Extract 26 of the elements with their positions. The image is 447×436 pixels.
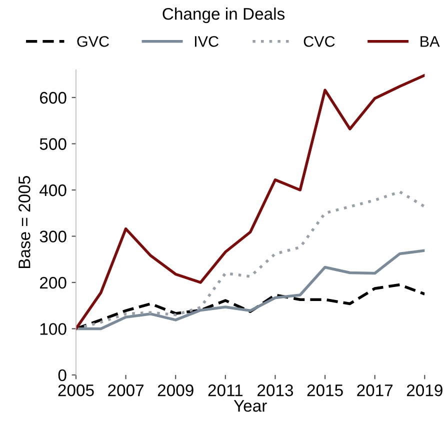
y-tick-label: 500 bbox=[40, 138, 66, 150]
x-tick-label: 2015 bbox=[307, 384, 343, 396]
x-tick-label: 2011 bbox=[208, 384, 243, 396]
y-tick-label: 300 bbox=[40, 230, 66, 242]
x-tick-label: 2013 bbox=[258, 384, 294, 396]
x-tick-label: 2005 bbox=[58, 384, 94, 396]
y-tick-label: 200 bbox=[40, 276, 66, 289]
x-tick-label: 2017 bbox=[357, 384, 393, 396]
legend-label: IVC bbox=[194, 36, 218, 47]
line-series bbox=[76, 190, 425, 330]
legend-label: BA bbox=[420, 36, 440, 47]
x-tick-label: 2009 bbox=[158, 384, 194, 396]
y-tick-label: 100 bbox=[40, 323, 66, 335]
y-tick-label: 400 bbox=[40, 184, 66, 196]
line-series bbox=[76, 74, 425, 330]
x-tick-label: 2019 bbox=[406, 384, 442, 396]
y-tick-label: 0 bbox=[58, 369, 66, 382]
legend-label: CVC bbox=[304, 36, 335, 47]
chart-title: Change in Deals bbox=[162, 8, 285, 24]
y-axis-title: Base = 2005 bbox=[18, 176, 30, 268]
x-tick-label: 2007 bbox=[108, 384, 144, 396]
x-axis-title: Year bbox=[234, 400, 267, 412]
line-series bbox=[76, 249, 425, 330]
legend-label: GVC bbox=[77, 36, 109, 47]
line-series bbox=[76, 283, 425, 330]
y-tick-label: 600 bbox=[40, 92, 66, 104]
